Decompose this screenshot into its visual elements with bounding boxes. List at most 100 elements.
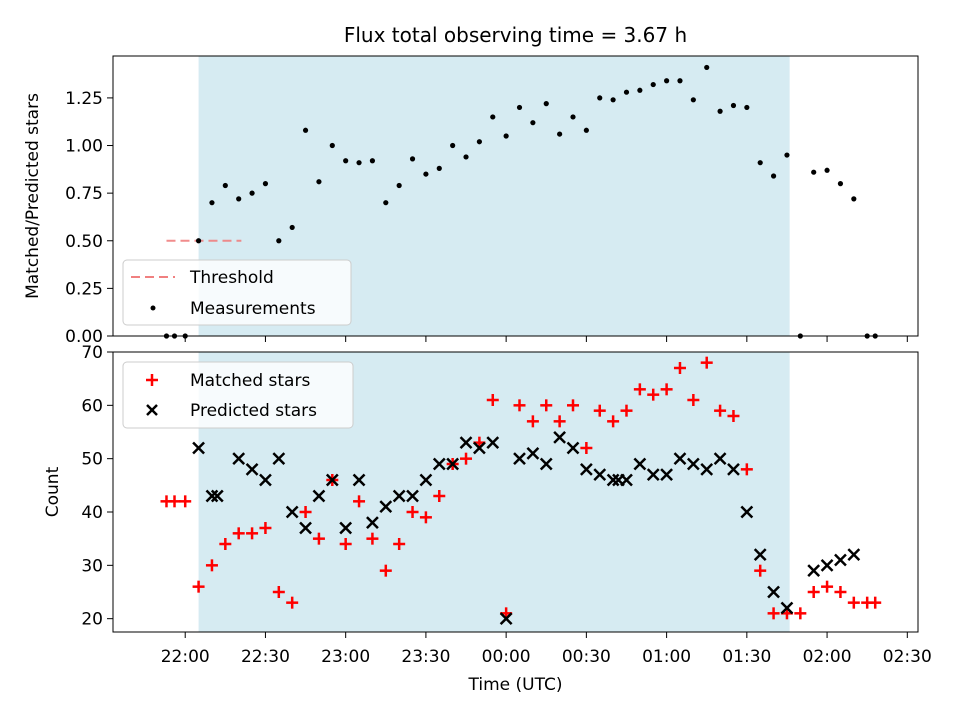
- predicted-star-point: [660, 468, 673, 482]
- matched-star-point: [687, 394, 700, 406]
- predicted-star-point: [513, 452, 526, 466]
- predicted-star-point: [259, 473, 272, 487]
- predicted-stars-points: [192, 430, 861, 626]
- matched-star-point: [219, 538, 232, 550]
- measurement-point: [623, 89, 630, 95]
- x-tick-label: 02:30: [883, 647, 932, 667]
- measurement-point: [570, 114, 576, 120]
- time-x-axis: 22:00 22:30 23:00 23:30 00:00 00:30 01:00 01:30…: [161, 632, 932, 667]
- ratio-y-axis: 0.00 0.25 0.50 0.75 1.00 1.25: [65, 89, 113, 347]
- measurement-point: [597, 95, 603, 101]
- predicted-star-point: [486, 436, 500, 450]
- measurement-point: [650, 81, 656, 88]
- measurement-point: [516, 104, 523, 111]
- matched-star-point: [168, 495, 181, 508]
- measurement-point: [383, 200, 389, 206]
- y-tick-label: 0.25: [65, 279, 103, 299]
- measurement-point: [316, 179, 322, 185]
- predicted-star-point: [352, 473, 366, 487]
- predicted-star-point: [579, 462, 593, 476]
- time-x-axis-label: Time (UTC): [468, 675, 563, 695]
- predicted-star-point: [646, 468, 660, 482]
- measurement-point: [236, 196, 242, 202]
- measurement-point: [249, 190, 255, 196]
- measurement-point: [503, 133, 509, 139]
- matched-star-point: [794, 607, 807, 620]
- measurement-point: [784, 152, 790, 158]
- matched-star-point: [673, 362, 686, 374]
- measurement-point: [490, 114, 496, 120]
- matched-star-point: [366, 532, 379, 545]
- measurement-point: [664, 78, 670, 84]
- predicted-star-point: [620, 473, 633, 487]
- matched-star-point: [567, 399, 579, 412]
- matched-star-point: [460, 452, 473, 465]
- count-legend-box: [122, 361, 354, 429]
- y-tick-label: 30: [81, 556, 103, 576]
- matched-star-point: [553, 415, 566, 428]
- matched-star-point: [486, 394, 499, 406]
- predicted-star-point: [499, 612, 513, 626]
- measurement-point: [343, 158, 349, 164]
- matched-star-point: [633, 383, 646, 396]
- measurement-point: [396, 182, 402, 189]
- measurement-point: [276, 238, 282, 244]
- predicted-star-point: [325, 473, 339, 487]
- matched-star-point: [272, 586, 285, 598]
- predicted-star-point: [713, 452, 727, 466]
- count-plot-frame: [112, 351, 919, 633]
- measurement-point: [262, 181, 269, 187]
- matched-star-point: [580, 442, 593, 454]
- matched-star-point: [700, 356, 713, 369]
- predicted-star-point: [847, 548, 861, 562]
- x-tick-label: 02:00: [803, 647, 852, 667]
- matched-star-point: [406, 506, 419, 518]
- measurement-point: [610, 97, 616, 103]
- x-tick-label: 01:00: [642, 647, 691, 667]
- predicted-star-point: [566, 441, 580, 455]
- ratio-y-axis-label: Matched/Predicted stars: [23, 93, 43, 299]
- y-tick-label: 20: [81, 610, 103, 630]
- matched-star-point: [179, 495, 192, 508]
- predicted-star-point: [272, 452, 286, 466]
- matched-star-point: [433, 490, 446, 502]
- ratio-x-ticks: [184, 336, 908, 342]
- predicted-star-point: [210, 489, 224, 503]
- matched-star-point: [607, 415, 620, 428]
- measurement-point: [369, 158, 376, 164]
- legend-matched-swatch: [146, 374, 158, 386]
- matched-star-point: [205, 559, 218, 572]
- matched-star-point: [847, 596, 860, 609]
- y-tick-label: 60: [81, 396, 103, 416]
- predicted-star-point: [807, 564, 821, 578]
- predicted-star-point: [700, 462, 714, 476]
- measurement-point: [770, 173, 777, 179]
- matched-star-point: [540, 399, 553, 412]
- predicted-star-point: [446, 457, 460, 471]
- measurement-point: [824, 167, 830, 173]
- matched-star-point: [393, 538, 406, 550]
- measurement-point: [450, 142, 456, 149]
- matched-star-point: [714, 404, 727, 417]
- measurement-point: [356, 160, 362, 166]
- predicted-star-point: [553, 430, 567, 444]
- measurement-point: [677, 78, 683, 84]
- predicted-star-point: [727, 462, 740, 476]
- y-tick-label: 1.00: [65, 137, 103, 157]
- matched-star-point: [246, 527, 259, 540]
- y-tick-label: 50: [81, 450, 103, 470]
- count-y-axis-label: Count: [43, 466, 63, 517]
- measurement-point: [837, 181, 844, 187]
- predicted-star-point: [299, 521, 312, 535]
- matched-star-point: [259, 522, 272, 534]
- y-tick-label: 40: [81, 503, 103, 523]
- predicted-star-point: [459, 436, 473, 450]
- measurement-point: [730, 102, 737, 109]
- predicted-star-point: [205, 489, 219, 503]
- predicted-star-point: [285, 505, 299, 519]
- legend-matched-label: Matched stars: [190, 371, 310, 391]
- measurement-point: [704, 64, 710, 71]
- x-tick-label: 22:00: [161, 647, 210, 667]
- predicted-star-point: [673, 452, 687, 466]
